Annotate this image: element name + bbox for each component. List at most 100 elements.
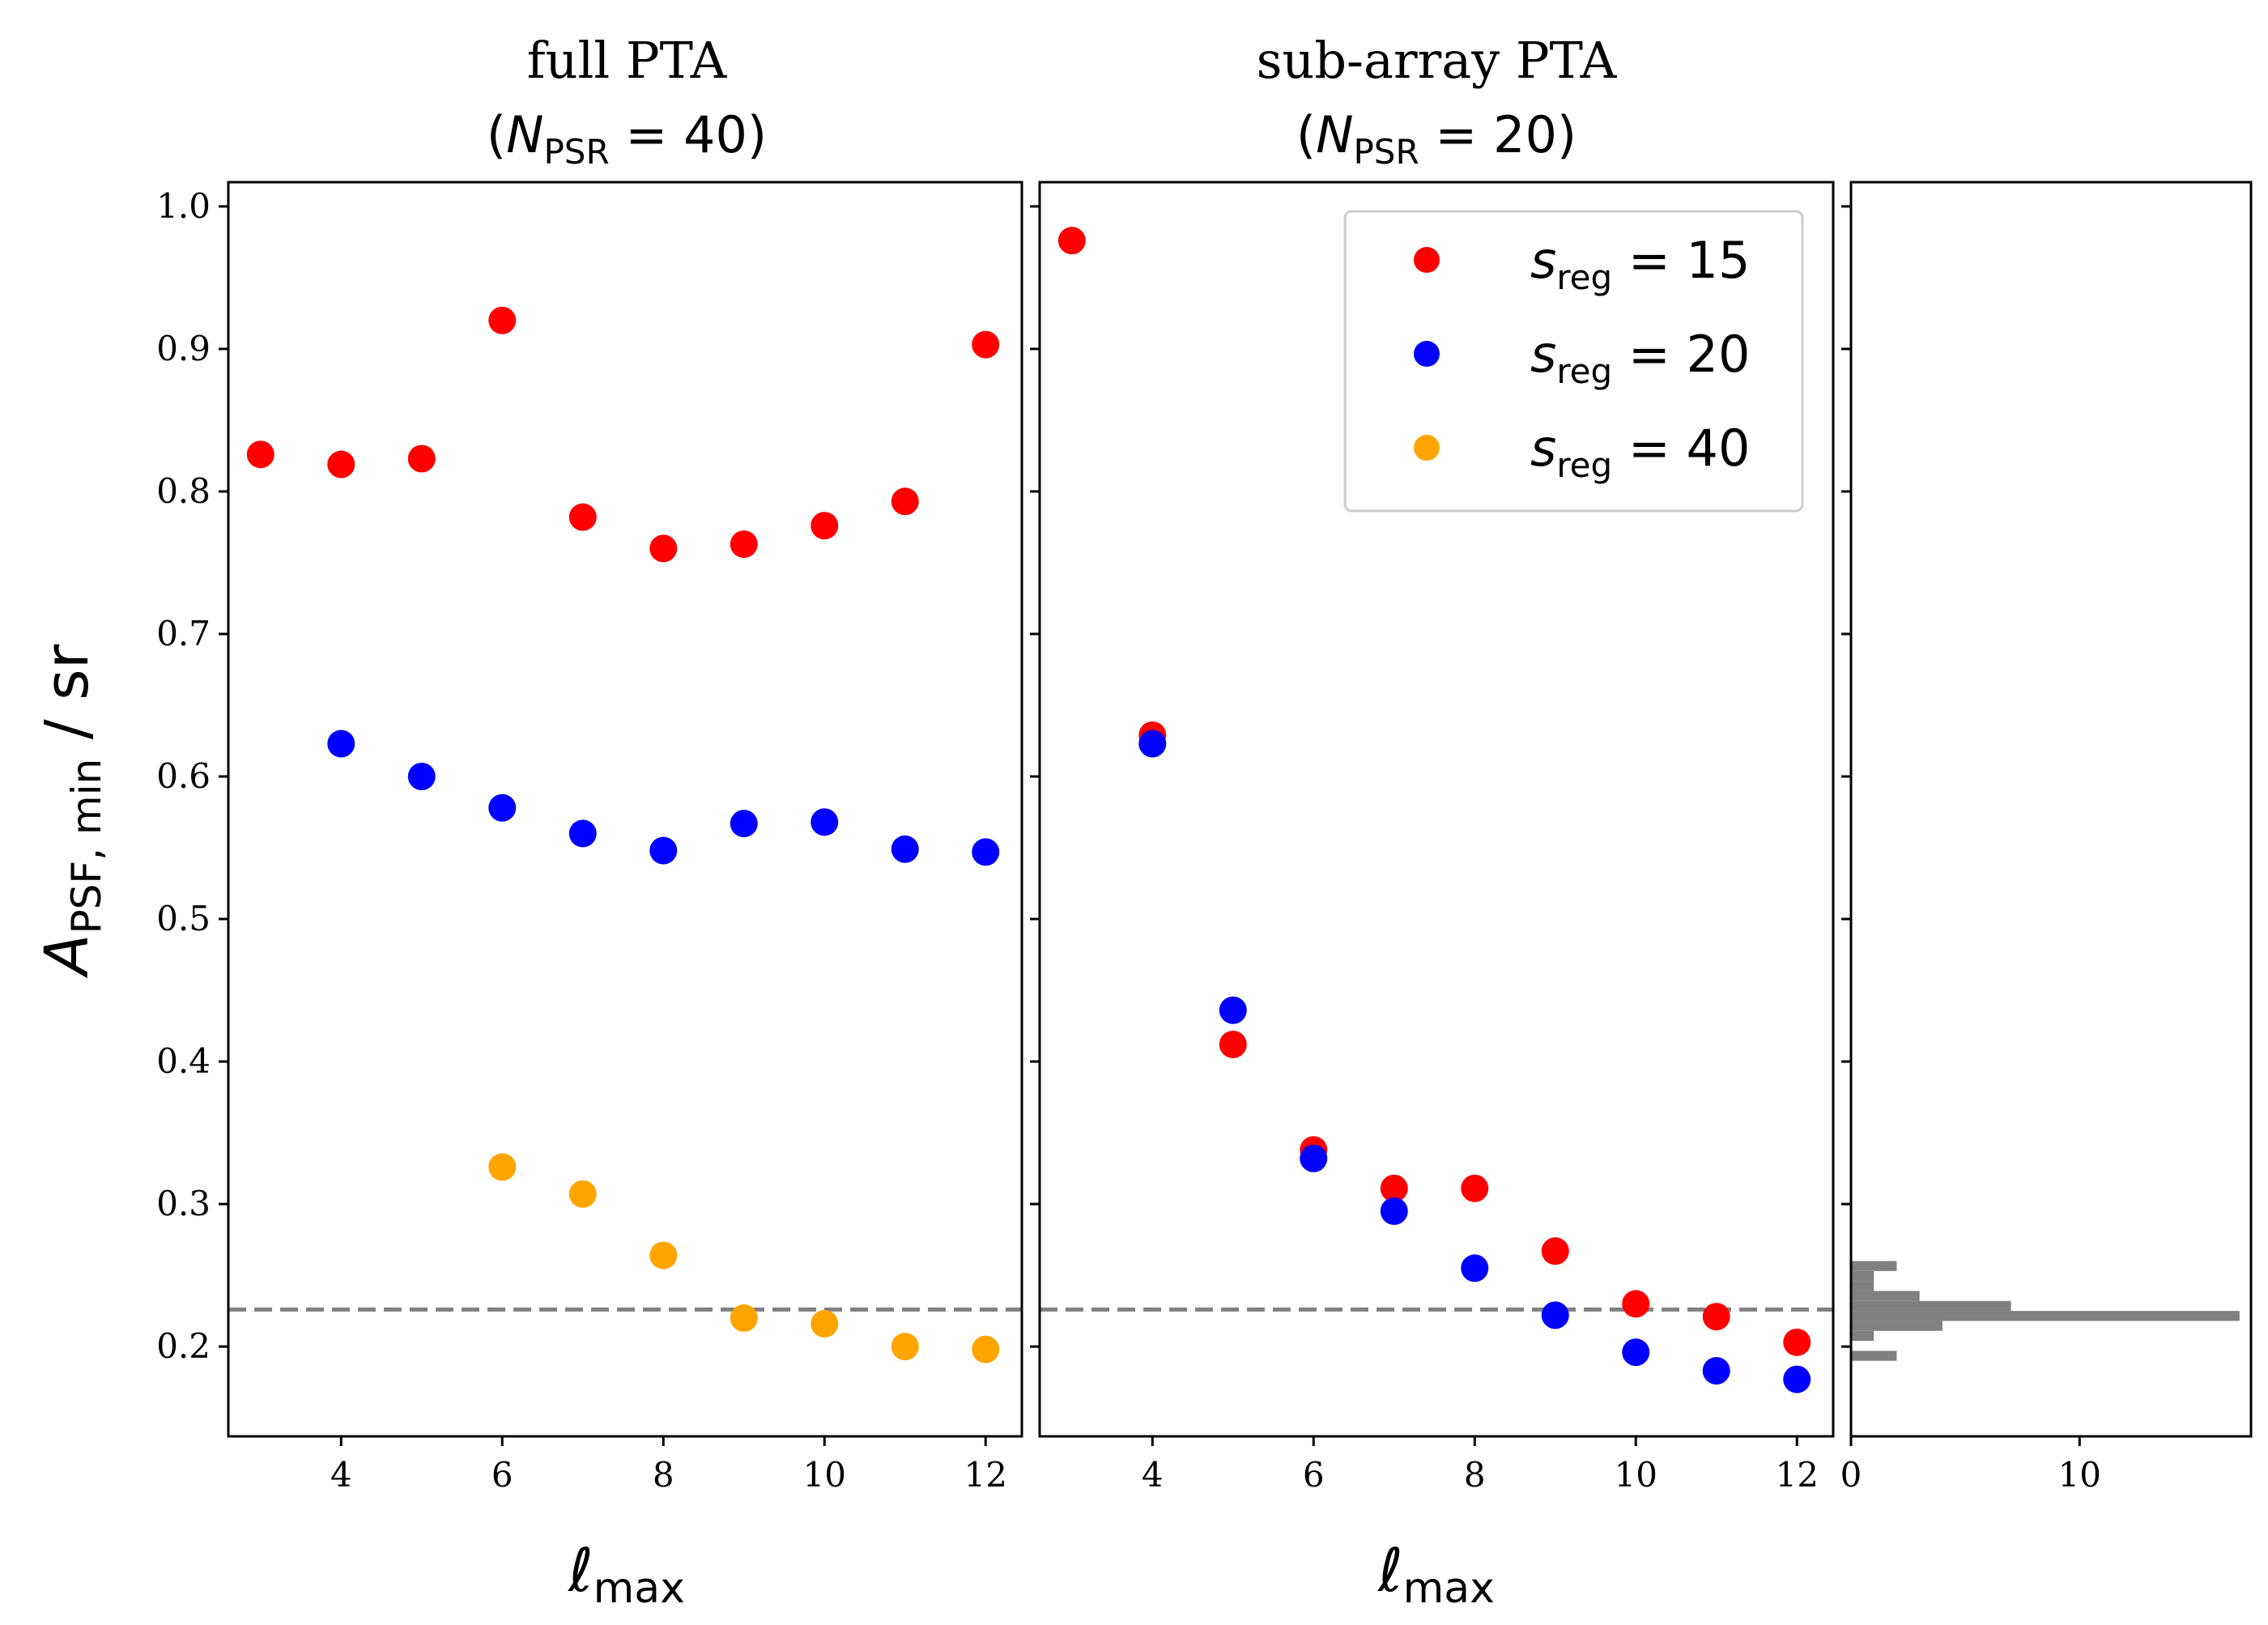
full-ytick-label-0-5: 0.5 [156, 899, 211, 938]
full-point-s0-x5 [407, 445, 436, 473]
title-full-eq: = 40 [610, 105, 747, 164]
x-axis-label-full: ℓmax [567, 1536, 685, 1613]
full-point-s2-x6 [488, 1153, 517, 1181]
full-point-s0-x9 [730, 530, 758, 559]
hist-bar-6 [1851, 1281, 1874, 1291]
full-point-s1-x9 [730, 810, 758, 838]
full-ytick-label-0-2: 0.2 [156, 1326, 211, 1366]
panel-full-pta: 0.2 0.3 0.4 0.5 0.6 0.7 0.8 0.9 1.0 4 6 8 10 12 [156, 181, 1023, 1495]
full-series-s-reg-20 [327, 730, 1000, 866]
full-point-s0-x6 [488, 306, 517, 334]
sub-point-s0-x9 [1541, 1237, 1569, 1266]
title-full-n: N [506, 105, 543, 164]
full-xtick-label-8: 8 [653, 1455, 674, 1495]
x-axis-label-sub: ℓmax [1377, 1536, 1495, 1613]
sub-xtick-label-6: 6 [1303, 1455, 1325, 1495]
full-point-s1-x5 [407, 763, 436, 791]
full-point-s1-x6 [488, 793, 517, 822]
sub-point-s1-x10 [1622, 1338, 1650, 1367]
sub-point-s0-x12 [1783, 1328, 1811, 1356]
hist-xtick-label-10: 10 [2058, 1455, 2101, 1495]
full-point-s1-x11 [891, 835, 919, 863]
full-point-s0-x4 [327, 450, 355, 479]
full-ytick-label-0-3: 0.3 [156, 1184, 211, 1223]
full-ytick-label-0-7: 0.7 [156, 614, 211, 653]
title-sub-line2: (NPSR = 20) [1296, 105, 1577, 172]
full-xtick-label-10: 10 [803, 1455, 846, 1495]
panel-histogram: 0 10 [1840, 181, 2253, 1495]
x-axis-label-sub-sub: max [1403, 1564, 1495, 1613]
legend: sreg = 15 sreg = 20 sreg = 40 [1343, 210, 1804, 513]
y-axis-label-unit: / sr [32, 644, 102, 759]
hist-bar-0 [1851, 1351, 1897, 1361]
legend-label-sreg-40: sreg = 40 [1530, 419, 1750, 485]
sub-point-s1-x9 [1541, 1301, 1569, 1329]
full-xtick-label-6: 6 [491, 1455, 513, 1495]
full-point-s0-x7 [568, 503, 597, 531]
full-point-s1-x10 [811, 808, 839, 836]
full-series-s-reg-40 [488, 1153, 1000, 1363]
full-point-s2-x7 [568, 1180, 597, 1208]
hist-bar-4 [1851, 1300, 2011, 1312]
full-point-s0-x8 [649, 534, 678, 563]
legend-entry-sreg-15: sreg = 15 [1414, 231, 1750, 297]
sub-point-s0-x3 [1057, 227, 1086, 255]
sub-point-s1-x12 [1783, 1365, 1811, 1393]
sub-xtick-label-12: 12 [1776, 1455, 1819, 1495]
full-ytick-label-0-4: 0.4 [156, 1041, 211, 1081]
full-point-s2-x9 [730, 1304, 758, 1332]
full-xtick-label-12: 12 [964, 1455, 1007, 1495]
title-full-sub: PSR [543, 132, 609, 172]
full-point-s1-x8 [649, 836, 678, 865]
full-series-s-reg-15 [246, 306, 1000, 563]
x-axis-label-full-ell: ℓ [567, 1536, 594, 1606]
legend-marker-sreg-40 [1414, 435, 1440, 461]
full-point-s1-x12 [972, 838, 1000, 866]
legend-entry-sreg-20: sreg = 20 [1414, 325, 1750, 391]
full-point-s0-x11 [891, 487, 919, 516]
sub-point-s1-x6 [1300, 1144, 1328, 1172]
full-point-s2-x8 [649, 1241, 678, 1270]
full-point-s0-x10 [811, 512, 839, 540]
sub-point-s1-x7 [1380, 1197, 1408, 1225]
title-sub-eq: = 20 [1419, 105, 1557, 164]
sub-point-s1-x11 [1702, 1357, 1730, 1385]
hist-bar-7 [1851, 1270, 1874, 1282]
sub-point-s1-x4 [1138, 730, 1167, 758]
hist-bar-3 [1851, 1311, 2240, 1321]
hist-xtick-label-0: 0 [1840, 1455, 1862, 1495]
title-full-line2: (NPSR = 40) [487, 105, 767, 172]
sub-point-s0-x11 [1702, 1303, 1730, 1331]
legend-label-sreg-20: sreg = 20 [1530, 325, 1750, 391]
title-sub-n: N [1316, 105, 1353, 164]
full-point-s1-x4 [327, 730, 355, 758]
legend-marker-sreg-20 [1414, 341, 1440, 367]
full-ytick-label-0-8: 0.8 [156, 471, 211, 511]
y-axis-label-a: A [32, 934, 102, 979]
full-point-s2-x12 [972, 1335, 1000, 1363]
full-ytick-label-1: 1.0 [156, 186, 211, 226]
legend-frame [1343, 210, 1804, 513]
title-sub: sub-array PTA (NPSR = 20) [1257, 31, 1618, 172]
hist-bar-1 [1851, 1330, 1874, 1342]
full-xtick-label-4: 4 [330, 1455, 352, 1495]
title-sub-sub: PSR [1353, 132, 1419, 172]
full-point-s0-x3 [246, 440, 274, 469]
hist-bar-8 [1851, 1261, 1897, 1271]
hist-bar-2 [1851, 1321, 1942, 1331]
sub-xtick-label-4: 4 [1142, 1455, 1164, 1495]
x-axis-label-sub-ell: ℓ [1377, 1536, 1403, 1606]
title-sub-line1: sub-array PTA [1257, 31, 1618, 90]
y-axis-label-sub: PSF, min [63, 759, 110, 934]
legend-marker-sreg-15 [1414, 247, 1440, 273]
x-axis-label-full-sub: max [594, 1564, 685, 1613]
legend-label-sreg-15: sreg = 15 [1530, 231, 1750, 297]
title-full-line1: full PTA [527, 31, 728, 90]
full-point-s2-x10 [811, 1309, 839, 1338]
sub-point-s1-x8 [1461, 1254, 1489, 1283]
legend-entry-sreg-40: sreg = 40 [1414, 419, 1750, 485]
full-point-s0-x12 [972, 330, 1000, 359]
full-ytick-label-0-9: 0.9 [156, 329, 211, 368]
sub-xtick-label-8: 8 [1464, 1455, 1486, 1495]
